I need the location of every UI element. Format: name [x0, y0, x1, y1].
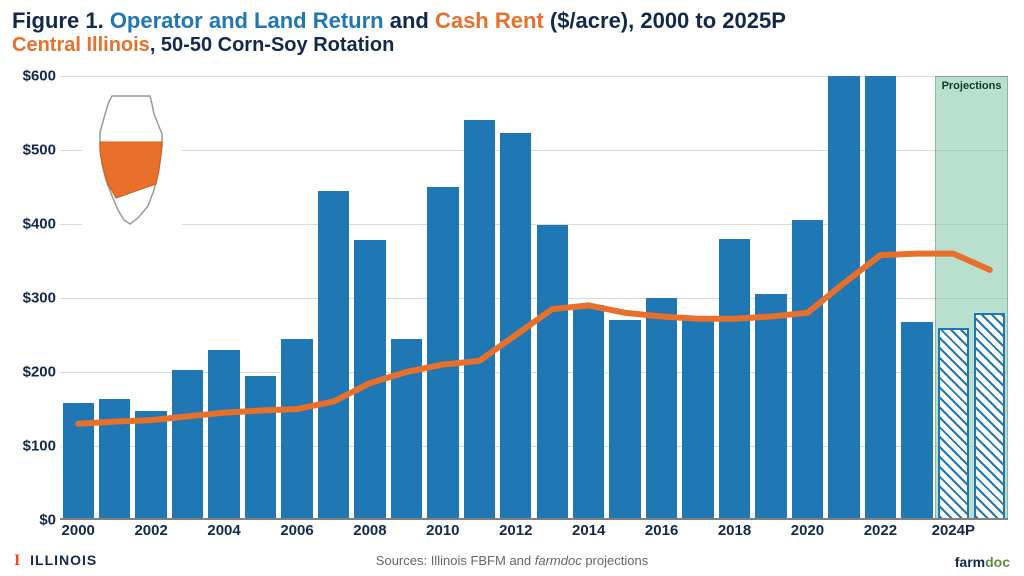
y-tick-label: $100 [8, 438, 56, 455]
sources-italic: farmdoc [535, 553, 582, 568]
x-tick-label: 2020 [791, 522, 824, 539]
x-tick-label: 2000 [62, 522, 95, 539]
x-axis-labels: 2000 2002 2004 2006 2008 2010 2012 2014 2016 2018… [60, 522, 1008, 542]
x-tick-label: 2008 [353, 522, 386, 539]
footer-sources: Sources: Illinois FBFM and farmdoc proje… [0, 553, 1024, 568]
bar [573, 305, 604, 520]
bar [427, 187, 458, 520]
x-tick-label: 2012 [499, 522, 532, 539]
illinois-map-svg [82, 90, 182, 230]
bar [354, 240, 385, 520]
y-axis: $0$100$200$300$400$500$600 [12, 76, 56, 520]
y-tick-label: $300 [8, 290, 56, 307]
bar [609, 320, 640, 520]
chart-title-line1: Figure 1. Operator and Land Return and C… [12, 8, 1012, 34]
bar [974, 313, 1005, 520]
y-tick-label: $600 [8, 68, 56, 85]
chart-title-area: Figure 1. Operator and Land Return and C… [0, 0, 1024, 61]
chart-container: $0$100$200$300$400$500$600 Projections [60, 76, 1008, 520]
chart-title-line2: Central Illinois, 50-50 Corn-Soy Rotatio… [12, 34, 1012, 57]
title-rest: ($/acre), 2000 to 2025P [544, 8, 786, 33]
bar [537, 225, 568, 520]
bar [938, 328, 969, 520]
illinois-map-inset [82, 90, 182, 230]
bar [719, 239, 750, 520]
bar [901, 322, 932, 520]
title-part2: Cash Rent [435, 8, 544, 33]
y-tick-label: $500 [8, 142, 56, 159]
x-tick-label: 2002 [134, 522, 167, 539]
title-part1: Operator and Land Return [110, 8, 384, 33]
x-tick-label: 2004 [207, 522, 240, 539]
figure-label: Figure 1. [12, 8, 104, 33]
bar [464, 120, 495, 520]
bar [135, 411, 166, 520]
subtitle-part1: Central Illinois [12, 34, 150, 56]
bar [63, 403, 94, 520]
y-tick-label: $0 [8, 512, 56, 529]
title-conj: and [384, 8, 435, 33]
x-tick-label: 2022 [864, 522, 897, 539]
bar [500, 133, 531, 520]
bar [99, 399, 130, 520]
projections-label: Projections [935, 80, 1008, 92]
x-tick-label: 2014 [572, 522, 605, 539]
footer-logo-farmdoc: farmdoc [955, 554, 1010, 570]
bar [755, 294, 786, 520]
bar [245, 376, 276, 520]
x-tick-label: 2006 [280, 522, 313, 539]
bar [281, 339, 312, 520]
y-tick-label: $400 [8, 216, 56, 233]
bar [792, 220, 823, 520]
bar [682, 319, 713, 520]
bar [391, 339, 422, 520]
bar [828, 76, 859, 520]
x-tick-label: 2024P [932, 522, 975, 539]
bar [172, 370, 203, 520]
x-axis-line [60, 518, 1008, 520]
y-tick-label: $200 [8, 364, 56, 381]
plot-area: Projections [60, 76, 1008, 520]
farmdoc-farm: farm [955, 554, 985, 570]
bar [646, 298, 677, 520]
subtitle-rest: , 50-50 Corn-Soy Rotation [150, 34, 394, 56]
sources-pre: Sources: Illinois FBFM and [376, 553, 535, 568]
bar [208, 350, 239, 520]
x-tick-label: 2018 [718, 522, 751, 539]
x-tick-label: 2016 [645, 522, 678, 539]
bar [318, 191, 349, 520]
bar [865, 76, 896, 520]
farmdoc-doc: doc [985, 554, 1010, 570]
footer: I ILLINOIS Sources: Illinois FBFM and fa… [0, 550, 1024, 572]
x-tick-label: 2010 [426, 522, 459, 539]
sources-post: projections [582, 553, 648, 568]
